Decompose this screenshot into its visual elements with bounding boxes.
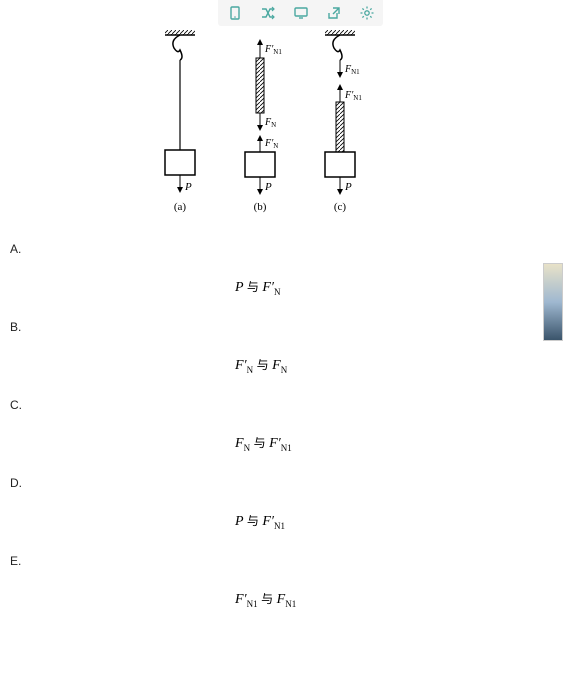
- shuffle-icon[interactable]: [260, 5, 276, 21]
- svg-text:F′N: F′N: [264, 138, 278, 150]
- option-formula: P 与 F′N1: [235, 512, 285, 531]
- option-c[interactable]: C. FN 与 F′N1: [10, 396, 550, 414]
- svg-text:P: P: [264, 181, 272, 193]
- option-label: B.: [10, 320, 21, 334]
- device-icon[interactable]: [227, 5, 243, 21]
- caption-b: (b): [254, 201, 267, 213]
- monitor-icon[interactable]: [293, 5, 309, 21]
- option-formula: F′N 与 FN: [235, 356, 287, 375]
- svg-text:FN: FN: [264, 117, 276, 129]
- svg-text:P: P: [344, 181, 352, 193]
- option-label: D.: [10, 476, 22, 490]
- svg-text:P: P: [184, 181, 192, 193]
- share-icon[interactable]: [326, 5, 342, 21]
- svg-text:F′N1: F′N1: [344, 90, 362, 102]
- option-d[interactable]: D. P 与 F′N1: [10, 474, 550, 492]
- option-formula: P 与 F′N: [235, 278, 280, 297]
- option-formula: F′N1 与 FN1: [235, 590, 296, 609]
- options-list: A. P 与 F′N B. F′N 与 FN C. FN 与 F′N1 D. P…: [10, 240, 550, 630]
- svg-text:FN1: FN1: [344, 64, 360, 76]
- option-label: C.: [10, 398, 22, 412]
- option-label: A.: [10, 242, 21, 256]
- caption-a: (a): [174, 201, 187, 213]
- gear-icon[interactable]: [359, 5, 375, 21]
- option-label: E.: [10, 554, 21, 568]
- option-e[interactable]: E. F′N1 与 FN1: [10, 552, 550, 570]
- caption-c: (c): [334, 201, 347, 213]
- option-b[interactable]: B. F′N 与 FN: [10, 318, 550, 336]
- page-thumbnail[interactable]: [543, 263, 563, 341]
- toolbar: [218, 0, 383, 26]
- physics-diagram: P (a) F′N1 FN F′N P (b) FN1 F′N1 P (c): [150, 30, 370, 215]
- option-formula: FN 与 F′N1: [235, 434, 292, 453]
- option-a[interactable]: A. P 与 F′N: [10, 240, 550, 258]
- svg-text:F′N1: F′N1: [264, 44, 282, 56]
